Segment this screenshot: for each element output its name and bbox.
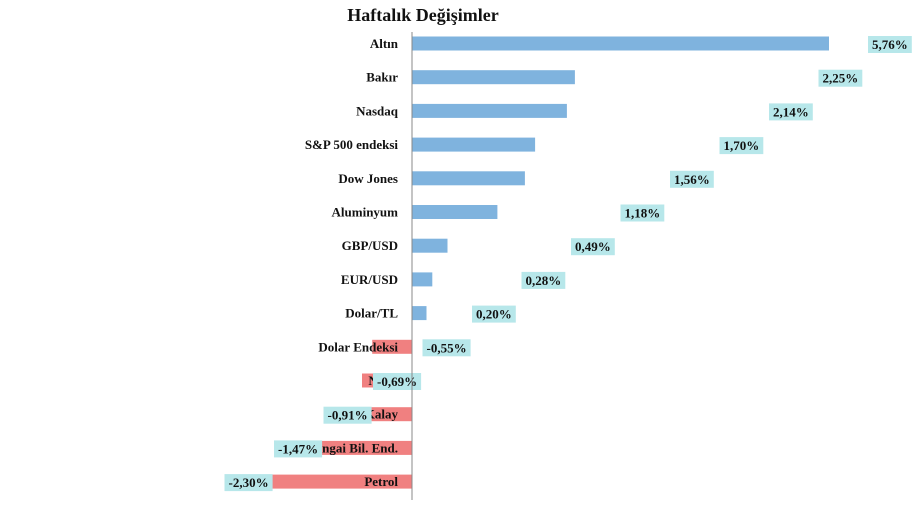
category-label: GBP/USD <box>342 238 398 253</box>
bar-aluminyum <box>412 205 498 219</box>
data-label-background <box>323 406 372 424</box>
category-label: Petrol <box>364 474 398 489</box>
data-label-text: -1,47% <box>278 441 318 456</box>
category-label: Dow Jones <box>338 171 398 186</box>
data-label: -2,30% <box>224 474 273 492</box>
data-label-background <box>571 238 615 256</box>
data-label-background <box>719 137 764 155</box>
category-label: Kalay <box>365 407 399 422</box>
data-label: 0,20% <box>472 305 516 323</box>
data-label: 0,28% <box>521 271 566 289</box>
data-label: 2,14% <box>769 103 813 121</box>
data-label: -1,47% <box>274 440 323 458</box>
data-label: 1,18% <box>620 204 665 222</box>
category-label: Altın <box>370 36 399 51</box>
bar-eur-usd <box>412 272 433 287</box>
data-label-background <box>373 373 422 390</box>
data-label-text: 1,56% <box>674 172 710 187</box>
bar-alt-n <box>412 36 829 51</box>
category-label: Dolar/TL <box>345 306 398 321</box>
data-label-background <box>620 204 665 222</box>
bar-dolar-endeksi <box>372 339 412 354</box>
data-label: -0,91% <box>323 406 372 424</box>
data-label: 1,70% <box>719 137 764 155</box>
data-label: 5,76% <box>868 36 912 53</box>
data-label-text: 0,49% <box>575 239 611 254</box>
bar-bak-r <box>412 70 575 85</box>
data-label-background <box>868 36 912 53</box>
category-label: Nasdaq <box>356 103 399 118</box>
category-label: S&P 500 endeksi <box>305 137 399 152</box>
data-label-background <box>274 440 323 458</box>
data-label: 1,56% <box>670 170 714 188</box>
bar-s-p-500-endeksi <box>412 137 536 152</box>
category-label: Bakır <box>366 70 398 85</box>
data-label-text: -0,55% <box>427 340 467 355</box>
data-label-text: 0,28% <box>526 273 562 288</box>
data-label-text: 1,70% <box>724 138 760 153</box>
data-label-background <box>224 474 273 492</box>
data-labels-group: 5,76% 2,25% 2,14% 1,70% 1,56% 1,18% 0,49% 0,28%… <box>224 36 912 492</box>
bar-nasdaq <box>412 103 567 118</box>
data-label-text: -2,30% <box>229 475 269 490</box>
data-label-text: 2,25% <box>823 71 859 86</box>
data-label-text: 1,18% <box>625 206 661 221</box>
data-label: -0,55% <box>422 339 471 357</box>
data-label-text: 2,14% <box>773 104 809 119</box>
data-label: 0,49% <box>571 238 615 256</box>
data-label-background <box>521 271 566 289</box>
chart-title: Haftalık Değişimler <box>347 5 498 25</box>
data-label-background <box>818 69 863 87</box>
data-label-background <box>422 339 471 357</box>
category-label: Dolar Endeksi <box>318 339 398 354</box>
bar-dolar-tl <box>412 306 427 321</box>
data-label-text: -0,91% <box>328 408 368 423</box>
category-label: EUR/USD <box>341 272 398 287</box>
bar-shangai-bil-end <box>305 440 412 455</box>
data-label-background <box>472 305 516 323</box>
category-label: Shangai Bil. End. <box>301 440 398 455</box>
bar-gbp-usd <box>412 238 448 253</box>
bar-dow-jones <box>412 171 525 186</box>
data-label-background <box>769 103 813 121</box>
category-label: Aluminyum <box>332 205 399 220</box>
data-label: 2,25% <box>818 69 863 87</box>
data-label-text: 0,20% <box>476 307 512 322</box>
bar-petrol <box>245 474 412 489</box>
data-label: -0,69% <box>373 373 422 390</box>
data-label-text: 5,76% <box>872 37 908 52</box>
data-label-text: -0,69% <box>377 374 417 389</box>
data-label-background <box>670 170 714 188</box>
